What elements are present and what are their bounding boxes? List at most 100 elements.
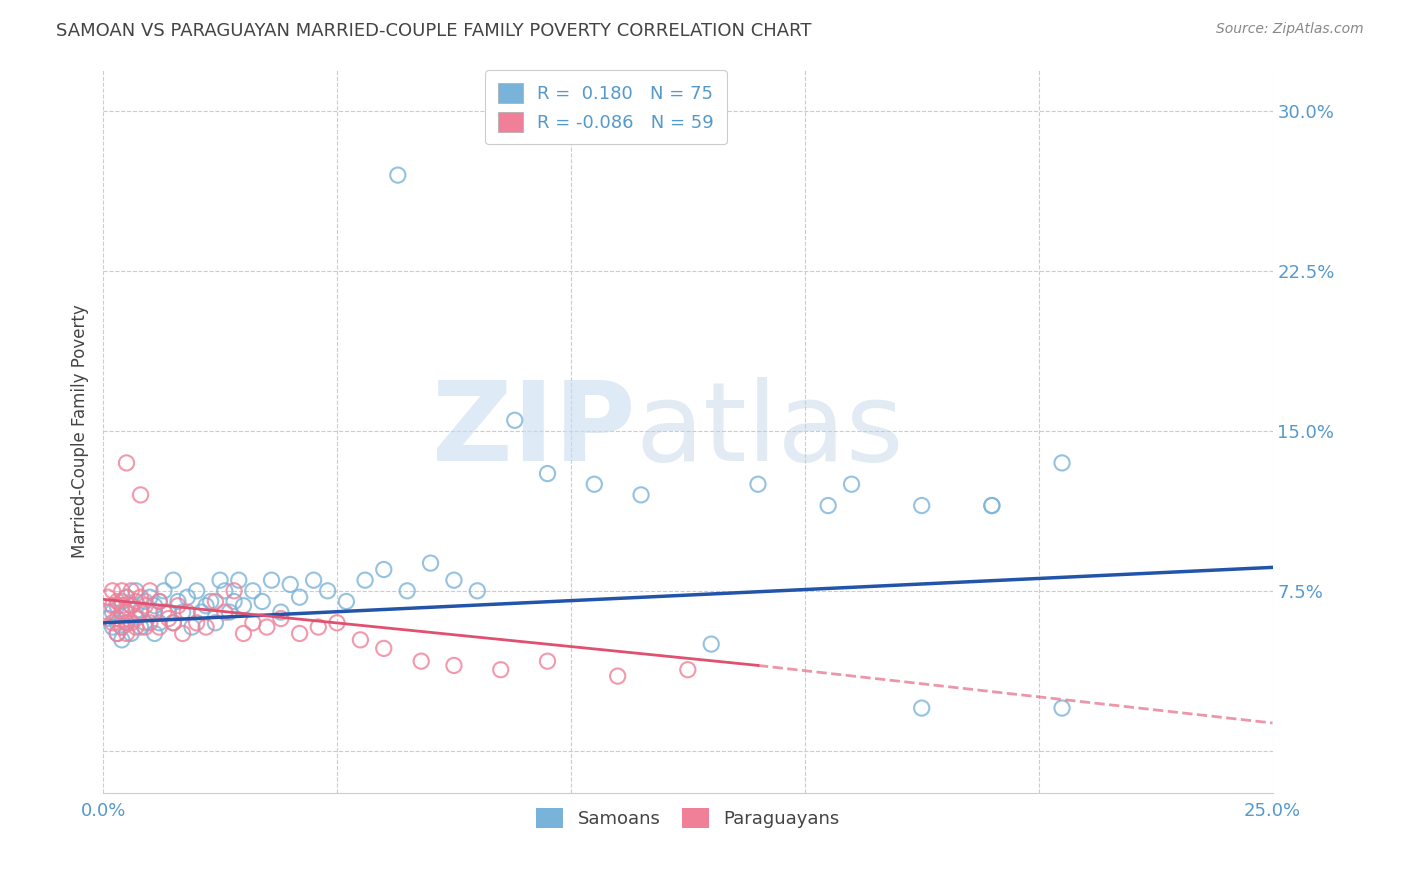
Point [143, 605, 166, 619]
Point [214, 605, 236, 619]
Point [373, 641, 395, 656]
Point [153, 605, 176, 619]
Point [111, 599, 134, 613]
Point [307, 620, 329, 634]
Point [232, 599, 254, 613]
Point [115, 605, 138, 619]
Point [115, 591, 138, 605]
Point [162, 615, 184, 630]
Point [396, 583, 419, 598]
Legend: Samoans, Paraguayans: Samoans, Paraguayans [529, 801, 846, 835]
Point [335, 594, 357, 608]
Point [111, 583, 134, 598]
Point [153, 583, 176, 598]
Point [278, 577, 301, 591]
Point [747, 477, 769, 491]
Point [190, 605, 212, 619]
Point [97, 605, 120, 619]
Point [288, 626, 311, 640]
Point [157, 605, 180, 619]
Point [97, 611, 120, 625]
Point [143, 599, 166, 613]
Point [125, 611, 148, 625]
Point [411, 654, 433, 668]
Point [129, 605, 152, 619]
Point [242, 583, 264, 598]
Point [105, 626, 128, 640]
Point [162, 573, 184, 587]
Point [583, 477, 606, 491]
Point [387, 168, 409, 182]
Point [134, 599, 156, 613]
Point [172, 626, 194, 640]
Point [1050, 456, 1073, 470]
Point [980, 499, 1002, 513]
Point [115, 615, 138, 630]
Point [204, 594, 226, 608]
Point [111, 620, 134, 634]
Point [105, 615, 128, 630]
Point [209, 573, 232, 587]
Point [181, 620, 204, 634]
Point [176, 605, 198, 619]
Point [186, 583, 208, 598]
Point [105, 594, 128, 608]
Point [250, 594, 273, 608]
Point [349, 632, 371, 647]
Point [105, 626, 128, 640]
Point [111, 594, 134, 608]
Point [162, 615, 184, 630]
Point [101, 605, 124, 619]
Point [115, 591, 138, 605]
Point [125, 583, 148, 598]
Point [676, 663, 699, 677]
Text: atlas: atlas [636, 377, 904, 484]
Point [101, 599, 124, 613]
Point [354, 573, 377, 587]
Point [115, 605, 138, 619]
Point [148, 594, 170, 608]
Point [129, 603, 152, 617]
Point [148, 594, 170, 608]
Point [232, 626, 254, 640]
Point [316, 583, 339, 598]
Point [148, 615, 170, 630]
Point [419, 556, 441, 570]
Point [148, 620, 170, 634]
Point [120, 599, 142, 613]
Point [606, 669, 628, 683]
Text: SAMOAN VS PARAGUAYAN MARRIED-COUPLE FAMILY POVERTY CORRELATION CHART: SAMOAN VS PARAGUAYAN MARRIED-COUPLE FAMI… [56, 22, 811, 40]
Point [111, 620, 134, 634]
Point [489, 663, 512, 677]
Point [143, 626, 166, 640]
Point [288, 591, 311, 605]
Point [139, 591, 162, 605]
Point [536, 654, 558, 668]
Point [200, 594, 222, 608]
Point [115, 615, 138, 630]
Point [176, 591, 198, 605]
Point [134, 620, 156, 634]
Point [214, 583, 236, 598]
Point [157, 611, 180, 625]
Point [841, 477, 863, 491]
Point [125, 620, 148, 634]
Point [817, 499, 839, 513]
Point [134, 615, 156, 630]
Point [101, 583, 124, 598]
Point [503, 413, 526, 427]
Point [911, 701, 934, 715]
Point [224, 583, 246, 598]
Point [139, 605, 162, 619]
Point [186, 615, 208, 630]
Point [218, 605, 240, 619]
Point [167, 594, 190, 608]
Point [373, 562, 395, 576]
Y-axis label: Married-Couple Family Poverty: Married-Couple Family Poverty [72, 304, 89, 558]
Point [111, 605, 134, 619]
Text: ZIP: ZIP [432, 377, 636, 484]
Point [167, 599, 190, 613]
Point [224, 594, 246, 608]
Point [195, 620, 218, 634]
Point [129, 591, 152, 605]
